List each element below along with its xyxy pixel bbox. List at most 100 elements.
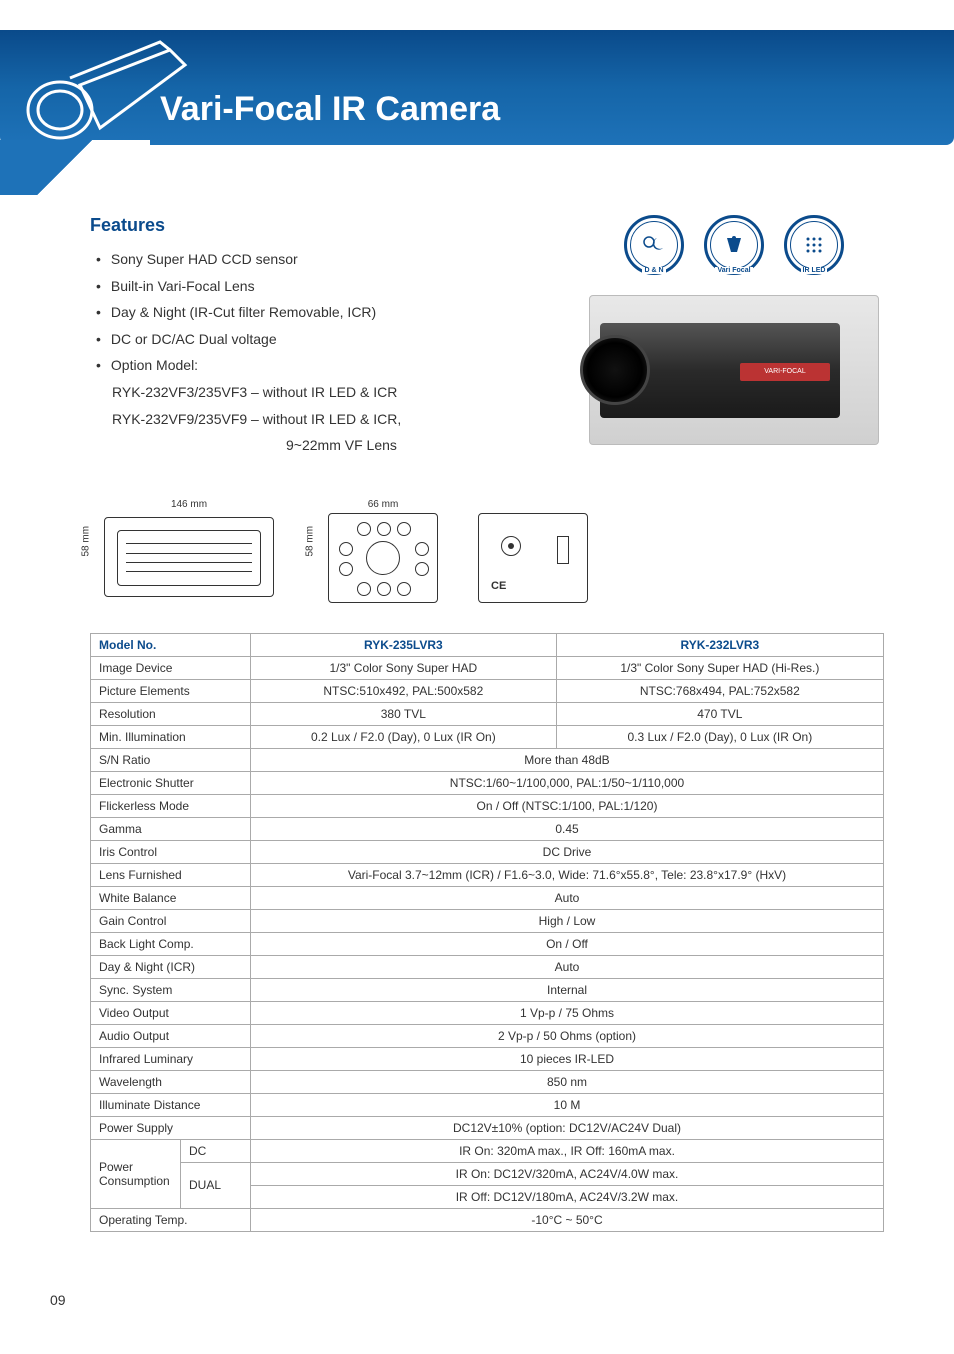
table-row: Operating Temp. -10°C ~ 50°C (91, 1208, 884, 1231)
row-label: Electronic Shutter (91, 771, 251, 794)
cell-value: DC12V±10% (option: DC12V/AC24V Dual) (251, 1116, 884, 1139)
spec-table: Model No. RYK-235LVR3 RYK-232LVR3 Image … (90, 633, 884, 1232)
diagram-back: CE (478, 499, 588, 603)
table-row: Day & Night (ICR)Auto (91, 955, 884, 978)
badge-day-night: D & N (624, 215, 684, 275)
cell-value: 10 pieces IR-LED (251, 1047, 884, 1070)
th-model1: RYK-235LVR3 (251, 633, 557, 656)
product-photo: VARI-FOCAL (589, 295, 879, 445)
feature-item: Sony Super HAD CCD sensor (90, 246, 544, 273)
table-row: Infrared Luminary10 pieces IR-LED (91, 1047, 884, 1070)
cell-value: IR Off: DC12V/180mA, AC24V/3.2W max. (251, 1185, 884, 1208)
ce-mark: CE (491, 580, 506, 592)
cell-value: DC Drive (251, 840, 884, 863)
badge-varifocal: Vari Focal (704, 215, 764, 275)
table-row: White BalanceAuto (91, 886, 884, 909)
features-column: Features Sony Super HAD CCD sensor Built… (90, 215, 544, 459)
table-row: Gain ControlHigh / Low (91, 909, 884, 932)
row-label: Wavelength (91, 1070, 251, 1093)
row-label: Gain Control (91, 909, 251, 932)
dim-height: 58 mm (305, 526, 316, 557)
cell-value: -10°C ~ 50°C (251, 1208, 884, 1231)
dip-switch-icon (557, 536, 569, 564)
bnc-connector-icon (501, 536, 521, 556)
table-row: Flickerless ModeOn / Off (NTSC:1/100, PA… (91, 794, 884, 817)
row-label: Infrared Luminary (91, 1047, 251, 1070)
cell-value: 1/3" Color Sony Super HAD (Hi-Res.) (556, 656, 883, 679)
cell-value: On / Off (NTSC:1/100, PAL:1/120) (251, 794, 884, 817)
cell-value: NTSC:510x492, PAL:500x582 (251, 679, 557, 702)
cell-value: On / Off (251, 932, 884, 955)
diagram-front: 66 mm 58 mm (314, 499, 438, 603)
cell-value: More than 48dB (251, 748, 884, 771)
table-row: Lens FurnishedVari-Focal 3.7~12mm (ICR) … (91, 863, 884, 886)
cell-value: Vari-Focal 3.7~12mm (ICR) / F1.6~3.0, Wi… (251, 863, 884, 886)
cell-value: IR On: DC12V/320mA, AC24V/4.0W max. (251, 1162, 884, 1185)
row-label: Illuminate Distance (91, 1093, 251, 1116)
features-list: Sony Super HAD CCD sensor Built-in Vari-… (90, 246, 544, 459)
row-label: Day & Night (ICR) (91, 955, 251, 978)
features-heading: Features (90, 215, 544, 236)
table-row: Back Light Comp.On / Off (91, 932, 884, 955)
cell-value: 1/3" Color Sony Super HAD (251, 656, 557, 679)
table-row: Iris ControlDC Drive (91, 840, 884, 863)
table-row: Power SupplyDC12V±10% (option: DC12V/AC2… (91, 1116, 884, 1139)
diagram-side: 146 mm 58 mm (90, 499, 274, 603)
cell-value: 0.3 Lux / F2.0 (Day), 0 Lux (IR On) (556, 725, 883, 748)
table-header-row: Model No. RYK-235LVR3 RYK-232LVR3 (91, 633, 884, 656)
right-column: D & N Vari Focal (584, 215, 884, 459)
table-row: Wavelength850 nm (91, 1070, 884, 1093)
page-title: Vari-Focal IR Camera (160, 90, 500, 129)
diagram-front-box (328, 513, 438, 603)
header: Vari-Focal IR Camera (0, 0, 954, 195)
cell-value: High / Low (251, 909, 884, 932)
badge-label: Vari Focal (715, 267, 752, 274)
content: Features Sony Super HAD CCD sensor Built… (0, 195, 954, 1348)
th-model2: RYK-232LVR3 (556, 633, 883, 656)
diagram-back-box: CE (478, 513, 588, 603)
feature-item: Option Model: (90, 352, 544, 379)
header-diagonal (0, 140, 150, 195)
row-label: Flickerless Mode (91, 794, 251, 817)
row-label: Min. Illumination (91, 725, 251, 748)
badge-label: D & N (642, 267, 665, 274)
cell-value: Internal (251, 978, 884, 1001)
table-row: Illuminate Distance10 M (91, 1093, 884, 1116)
cell-value: NTSC:768x494, PAL:752x582 (556, 679, 883, 702)
row-label: Image Device (91, 656, 251, 679)
row-label: Sync. System (91, 978, 251, 1001)
row-label: Picture Elements (91, 679, 251, 702)
row-label: Video Output (91, 1001, 251, 1024)
cell-value: 470 TVL (556, 702, 883, 725)
row-label: S/N Ratio (91, 748, 251, 771)
row-label: Lens Furnished (91, 863, 251, 886)
table-row: Image Device1/3" Color Sony Super HAD1/3… (91, 656, 884, 679)
feature-item: Day & Night (IR-Cut filter Removable, IC… (90, 299, 544, 326)
feature-option-line: RYK-232VF3/235VF3 – without IR LED & ICR (90, 379, 544, 406)
cell-value: 0.45 (251, 817, 884, 840)
cell-value: 850 nm (251, 1070, 884, 1093)
row-label: Iris Control (91, 840, 251, 863)
cell-value: 0.2 Lux / F2.0 (Day), 0 Lux (IR On) (251, 725, 557, 748)
badge-irled: IR LED (784, 215, 844, 275)
row-label: Audio Output (91, 1024, 251, 1047)
cell-value: 2 Vp-p / 50 Ohms (option) (251, 1024, 884, 1047)
sub-label: DUAL (181, 1162, 251, 1208)
table-row: Sync. SystemInternal (91, 978, 884, 1001)
cell-value: 10 M (251, 1093, 884, 1116)
cell-value: Auto (251, 955, 884, 978)
cell-value: IR On: 320mA max., IR Off: 160mA max. (251, 1139, 884, 1162)
sub-label: DC (181, 1139, 251, 1162)
table-row: Video Output1 Vp-p / 75 Ohms (91, 1001, 884, 1024)
cell-value: 380 TVL (251, 702, 557, 725)
cell-value: NTSC:1/60~1/100,000, PAL:1/50~1/110,000 (251, 771, 884, 794)
row-label: Operating Temp. (91, 1208, 251, 1231)
feature-item: DC or DC/AC Dual voltage (90, 326, 544, 353)
camera-label: VARI-FOCAL (740, 363, 830, 381)
cell-value: Auto (251, 886, 884, 909)
table-row: Audio Output2 Vp-p / 50 Ohms (option) (91, 1024, 884, 1047)
led-grid-icon (799, 230, 829, 260)
row-label: White Balance (91, 886, 251, 909)
dim-width: 146 mm (104, 499, 274, 510)
table-row: Electronic ShutterNTSC:1/60~1/100,000, P… (91, 771, 884, 794)
